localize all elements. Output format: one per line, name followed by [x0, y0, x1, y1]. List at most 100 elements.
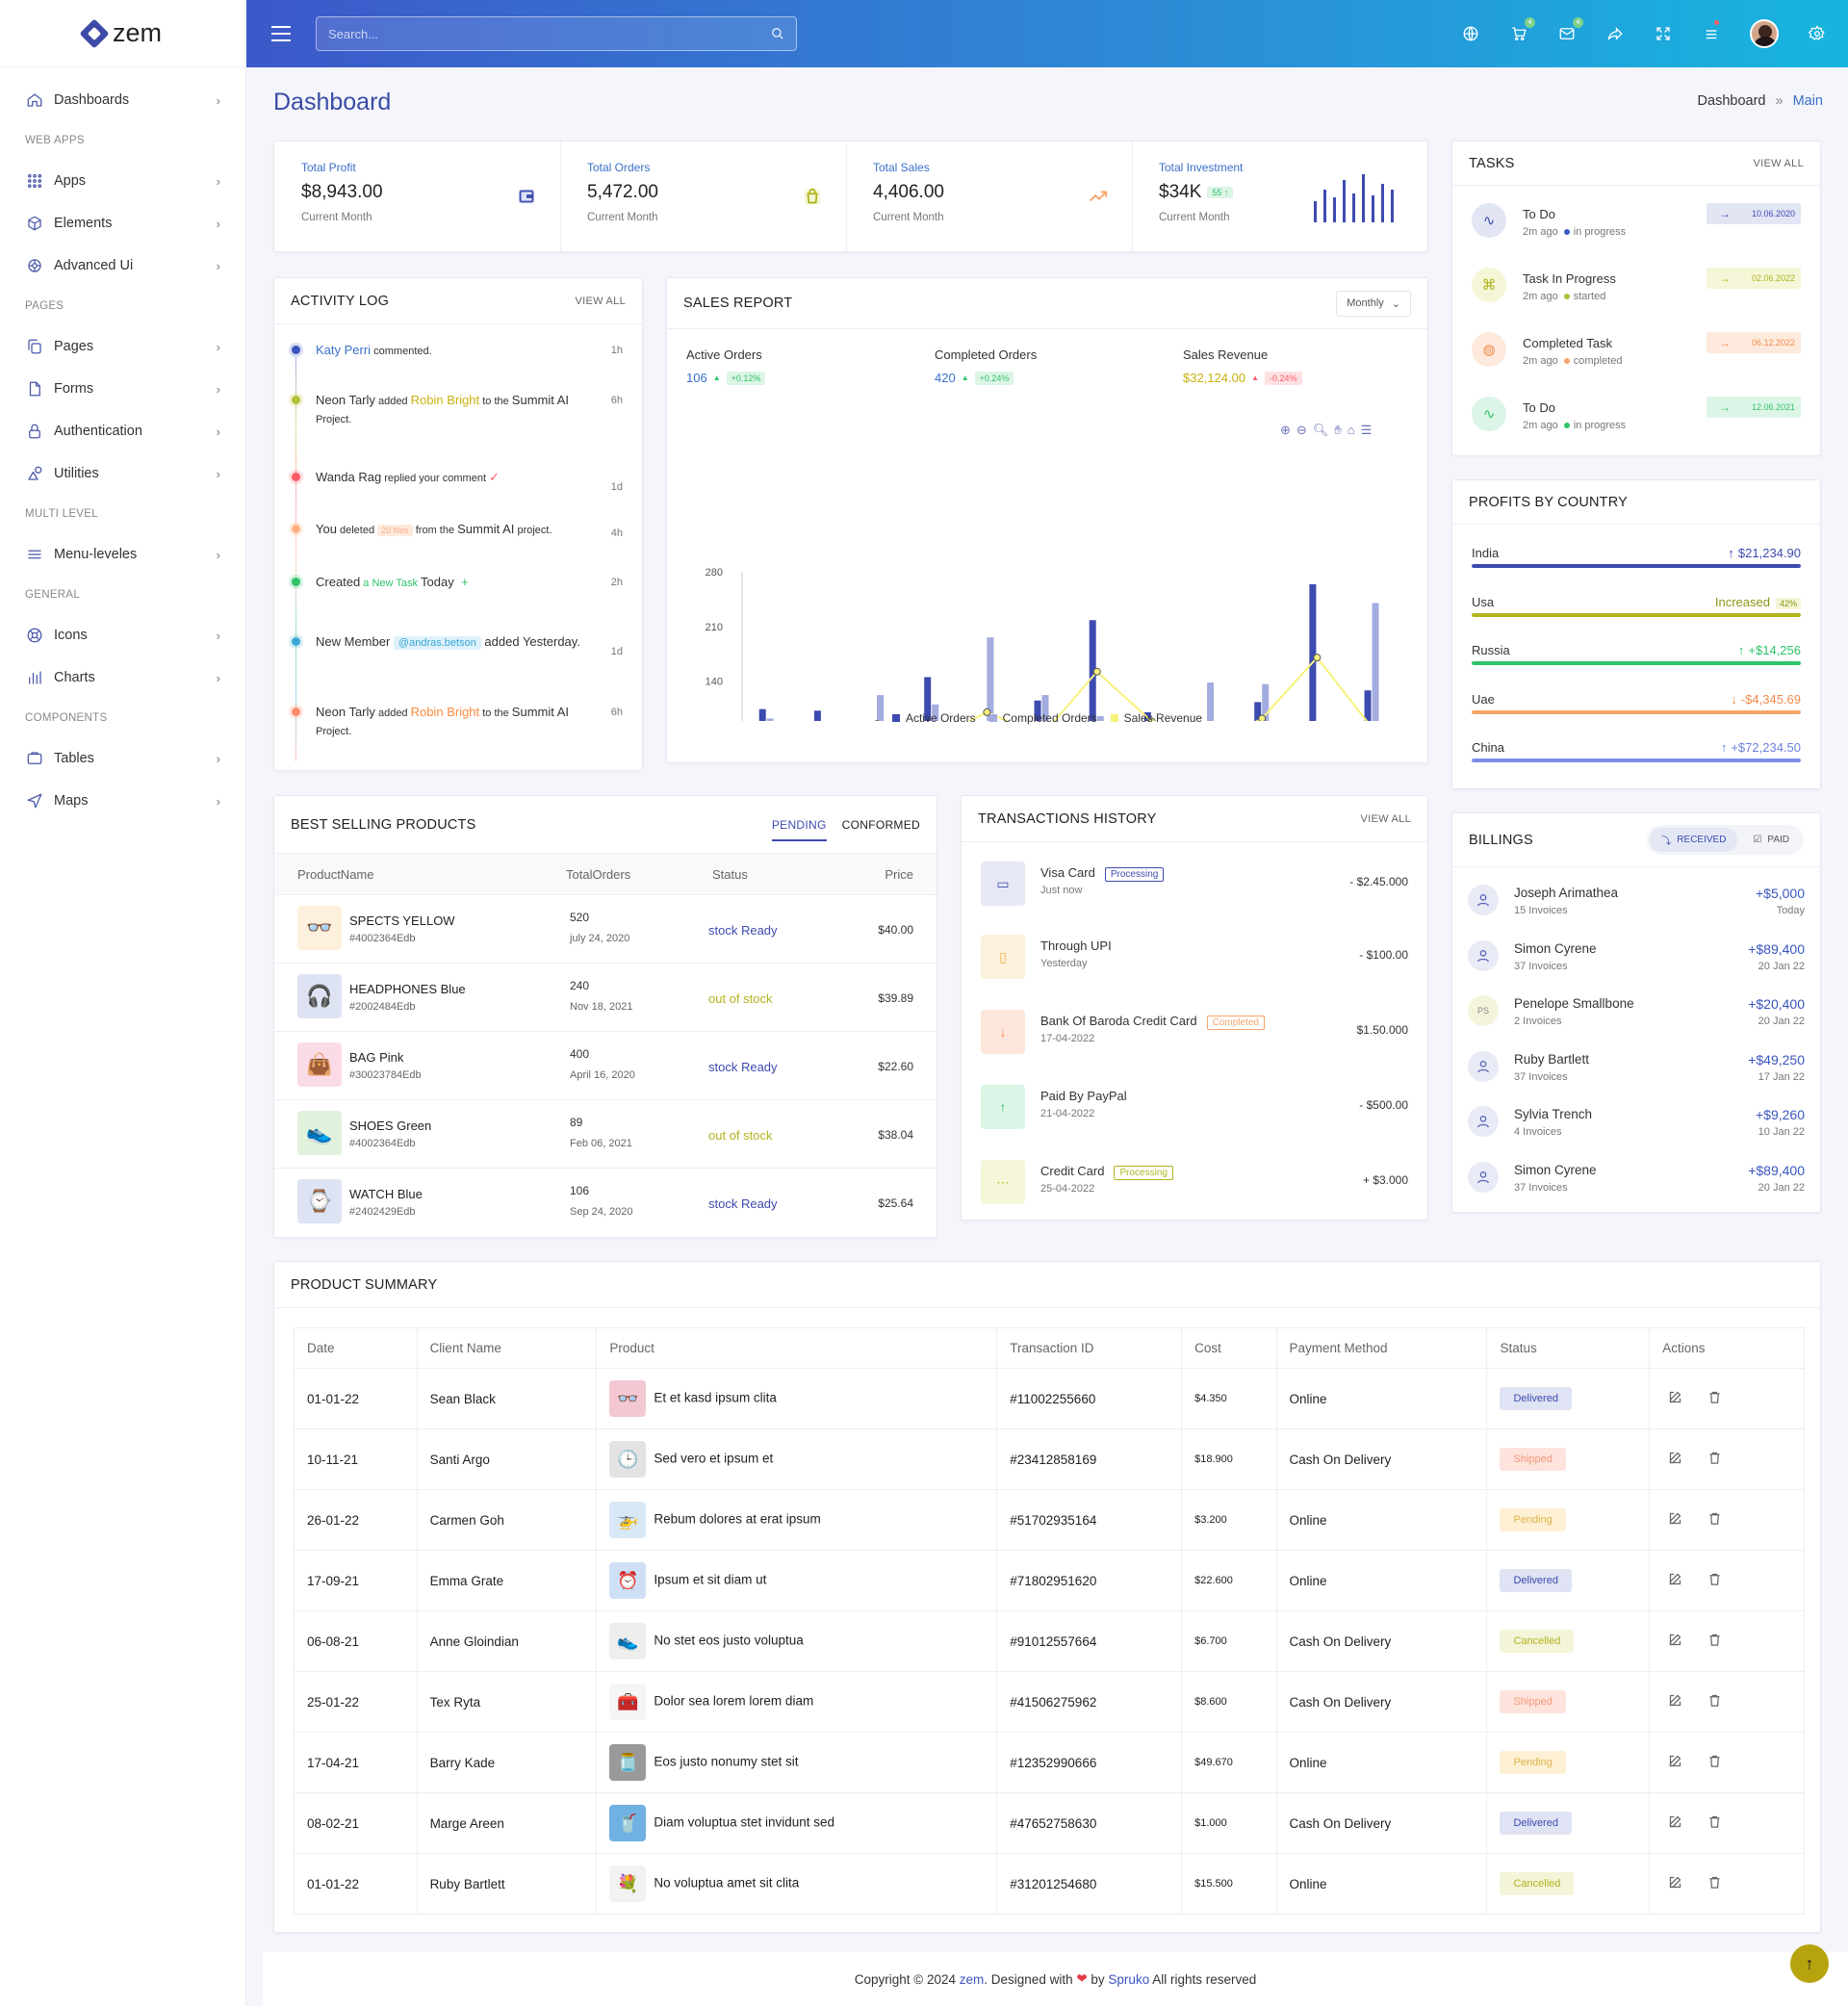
point-sales-revenue[interactable] [1258, 714, 1267, 721]
footer-brand-link[interactable]: zem [959, 1971, 985, 1987]
edit-icon[interactable] [1668, 1814, 1682, 1832]
bar-completed-orders[interactable] [1372, 603, 1379, 721]
sidebar-item-dashboards[interactable]: Dashboards › [0, 79, 245, 121]
billing-item[interactable]: Joseph Arimathea 15 Invoices +$5,000 Today [1468, 881, 1805, 937]
bar-completed-orders[interactable] [1262, 683, 1270, 721]
sidebar-item-pages[interactable]: Pages › [0, 325, 245, 368]
edit-icon[interactable] [1668, 1511, 1682, 1529]
activity-text[interactable]: Katy Perri [316, 343, 372, 357]
point-sales-revenue[interactable] [1313, 654, 1322, 662]
activity-text[interactable]: 20 files [377, 525, 413, 536]
chart-menu-icon[interactable]: ☰ [1360, 423, 1373, 437]
tab-confirmed[interactable]: CONFORMED [841, 817, 920, 832]
task-item[interactable]: ∿ To Do 2m ago in progress → 10.06.2020 [1472, 203, 1801, 263]
menu-toggle-icon[interactable] [271, 26, 291, 41]
sidebar-item-apps[interactable]: Apps › [0, 160, 245, 202]
legend-item[interactable]: Sales Revenue [1110, 711, 1202, 725]
table-row[interactable]: 👜 BAG Pink #30023784Edb 400 April 16, 2020 st… [274, 1031, 937, 1099]
task-item[interactable]: ◍ Completed Task 2m ago completed → 06.12.202… [1472, 332, 1801, 392]
delete-icon[interactable] [1707, 1754, 1722, 1771]
edit-icon[interactable] [1668, 1754, 1682, 1771]
transaction-item[interactable]: ▯ Through UPI Yesterday - $100.00 [981, 935, 1408, 1010]
activity-text[interactable]: Robin Bright [410, 393, 480, 407]
activity-view-all-link[interactable]: VIEW ALL [575, 295, 626, 307]
bar-active-orders[interactable] [924, 677, 932, 721]
billing-item[interactable]: Sylvia Trench 4 Invoices +$9,260 10 Jan 22 [1468, 1102, 1805, 1158]
bar-completed-orders[interactable] [1096, 715, 1104, 721]
edit-icon[interactable] [1668, 1390, 1682, 1407]
delete-icon[interactable] [1707, 1451, 1722, 1468]
legend-item[interactable]: Active Orders [891, 711, 976, 725]
sidebar-item-elements[interactable]: Elements › [0, 202, 245, 244]
sidebar-item-tables[interactable]: Tables › [0, 737, 245, 780]
bar-active-orders[interactable] [813, 710, 821, 721]
edit-icon[interactable] [1668, 1633, 1682, 1650]
delete-icon[interactable] [1707, 1633, 1722, 1650]
edit-icon[interactable] [1668, 1572, 1682, 1589]
search-icon[interactable] [771, 27, 784, 40]
bar-completed-orders[interactable] [766, 718, 774, 721]
billing-item[interactable]: Simon Cyrene 37 Invoices +$89,400 20 Jan 22 [1468, 1158, 1805, 1213]
sidebar-item-icons[interactable]: Icons › [0, 614, 245, 656]
table-row[interactable]: 👓 SPECTS YELLOW #4002364Edb 520 july 24, 202… [274, 894, 937, 963]
period-select[interactable]: Monthly ⌄ [1336, 290, 1411, 317]
bar-active-orders[interactable] [1034, 700, 1041, 721]
point-sales-revenue[interactable] [983, 707, 991, 716]
sidebar-item-advanced-ui[interactable]: Advanced Ui › [0, 244, 245, 287]
settings-icon[interactable] [1808, 24, 1827, 43]
search-input[interactable] [328, 26, 771, 41]
activity-text[interactable]: @andras.betson [393, 636, 481, 650]
sidebar-item-charts[interactable]: Charts › [0, 656, 245, 699]
logo[interactable]: zem [0, 0, 245, 67]
transaction-item[interactable]: ↓ Bank Of Baroda Credit Card Completed 17-0… [981, 1010, 1408, 1085]
task-item[interactable]: ⌘ Task In Progress 2m ago started → 02.06.202… [1472, 268, 1801, 327]
transaction-item[interactable]: ▭ Visa Card Processing Just now - $2.45.000 [981, 862, 1408, 937]
breadcrumb-dashboard[interactable]: Dashboard [1697, 93, 1766, 109]
zoom-out-icon[interactable]: ⊖ [1296, 423, 1307, 437]
activity-text[interactable]: ✓ [489, 470, 500, 484]
bar-completed-orders[interactable] [1207, 682, 1215, 721]
delete-icon[interactable] [1707, 1511, 1722, 1529]
reset-home-icon[interactable]: ⌂ [1347, 423, 1355, 437]
table-row[interactable]: ⌚ WATCH Blue #2402429Edb 106 Sep 24, 2020 sto… [274, 1168, 937, 1236]
pan-hand-icon[interactable]: ✋︎ [1334, 423, 1342, 437]
cart-icon[interactable]: 4 [1509, 17, 1535, 43]
billing-item[interactable]: Ruby Bartlett 37 Invoices +$49,250 17 Jan 2… [1468, 1047, 1805, 1103]
zoom-in-icon[interactable]: ⊕ [1280, 423, 1291, 437]
transactions-view-all-link[interactable]: VIEW ALL [1360, 812, 1411, 825]
tab-pending[interactable]: PENDING [771, 818, 827, 841]
mail-icon[interactable]: 4 [1557, 17, 1583, 43]
task-item[interactable]: ∿ To Do 2m ago in progress → 12.06.2021 [1472, 397, 1801, 455]
sidebar-item-forms[interactable]: Forms › [0, 368, 245, 410]
edit-icon[interactable] [1668, 1693, 1682, 1710]
transaction-item[interactable]: ⋯ Credit Card Processing 25-04-2022 + $3.000 [981, 1160, 1408, 1220]
bar-active-orders[interactable] [758, 708, 766, 721]
tab-paid[interactable]: ☑ PAID [1741, 828, 1801, 852]
notifications-icon[interactable] [1702, 20, 1721, 43]
footer-author-link[interactable]: Spruko [1108, 1971, 1150, 1987]
edit-icon[interactable] [1668, 1451, 1682, 1468]
globe-icon[interactable] [1461, 24, 1480, 43]
billing-item[interactable]: Simon Cyrene 37 Invoices +$89,400 20 Jan 22 [1468, 937, 1805, 992]
bar-completed-orders[interactable] [1041, 695, 1049, 721]
sidebar-item-authentication[interactable]: Authentication › [0, 410, 245, 452]
delete-icon[interactable] [1707, 1390, 1722, 1407]
fullscreen-icon[interactable] [1654, 24, 1673, 43]
delete-icon[interactable] [1707, 1693, 1722, 1710]
back-to-top-button[interactable]: ↑ [1790, 1944, 1829, 1983]
activity-text[interactable]: Robin Bright [410, 705, 480, 719]
sidebar-item-menu-leveles[interactable]: Menu-leveles › [0, 533, 245, 576]
bar-active-orders[interactable] [1254, 702, 1262, 721]
sidebar-item-maps[interactable]: Maps › [0, 780, 245, 822]
bar-active-orders[interactable] [1364, 690, 1372, 721]
bar-active-orders[interactable] [1309, 583, 1317, 721]
user-avatar[interactable] [1750, 19, 1779, 48]
table-row[interactable]: 👟 SHOES Green #4002364Edb 89 Feb 06, 2021 out… [274, 1099, 937, 1168]
activity-text[interactable]: a New Task [360, 578, 422, 589]
transaction-item[interactable]: ↑ Paid By PayPal 21-04-2022 - $500.00 [981, 1085, 1408, 1160]
activity-text[interactable]: + [453, 575, 469, 589]
sidebar-item-utilities[interactable]: Utilities › [0, 452, 245, 495]
edit-icon[interactable] [1668, 1875, 1682, 1892]
delete-icon[interactable] [1707, 1572, 1722, 1589]
tasks-view-all-link[interactable]: VIEW ALL [1753, 157, 1804, 169]
